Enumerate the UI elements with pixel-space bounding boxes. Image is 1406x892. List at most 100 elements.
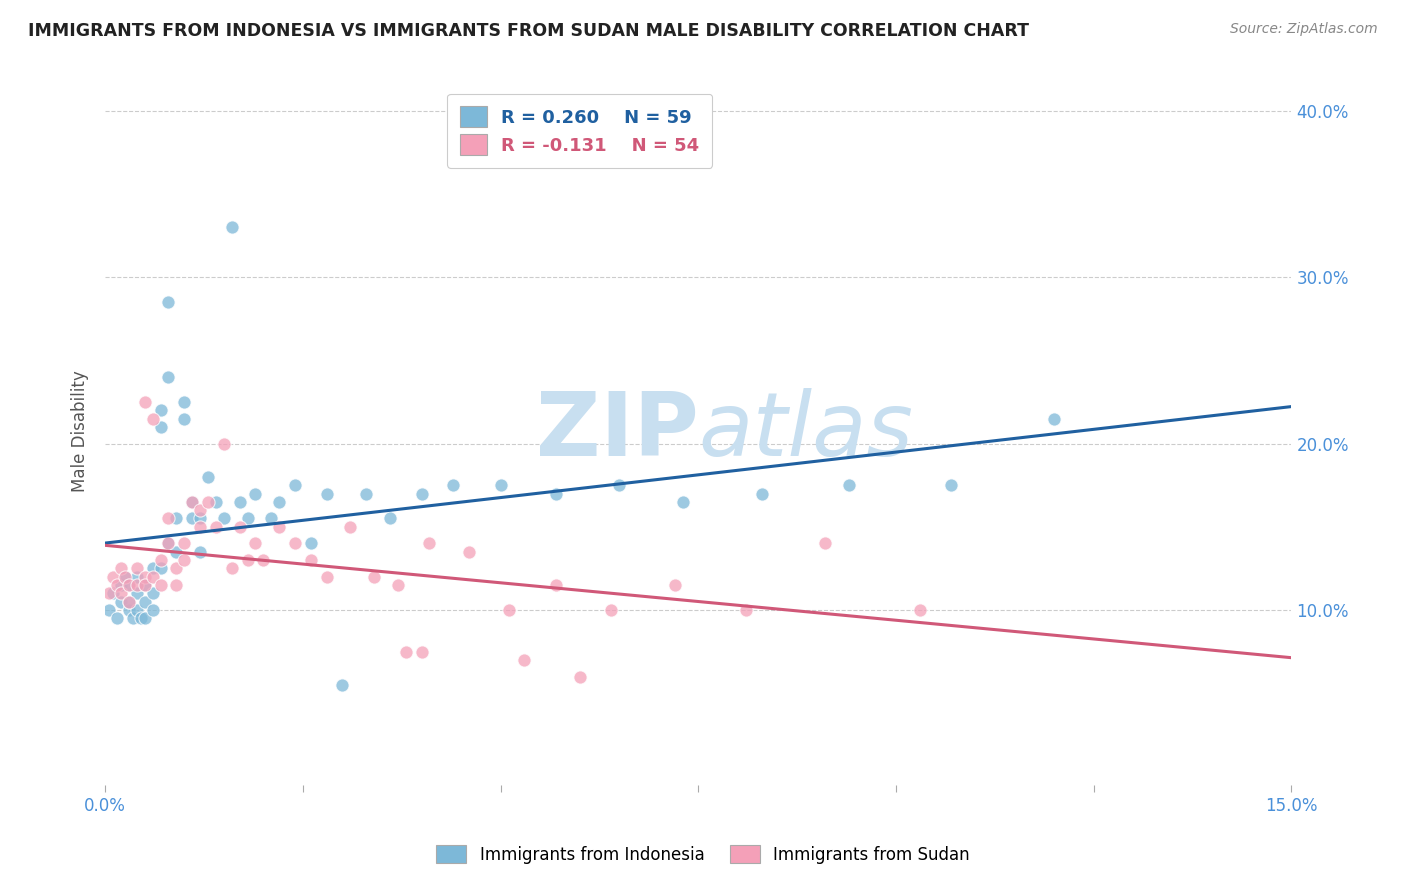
Point [125,578,148,592]
Point [165,511,187,525]
Point [411,645,433,659]
Point [134,578,156,592]
Point [197,495,219,509]
Point [544,486,567,500]
Point [122,611,145,625]
Point [299,536,322,550]
Point [181,511,204,525]
Point [671,495,693,509]
Point [110,595,132,609]
Point [105,578,128,592]
Point [110,578,132,592]
Point [157,536,180,550]
Point [101,570,124,584]
Point [134,570,156,584]
Legend: R = 0.260    N = 59, R = -0.131    N = 54: R = 0.260 N = 59, R = -0.131 N = 54 [447,94,713,168]
Point [269,520,291,534]
Point [236,553,259,567]
Point [105,611,128,625]
Point [315,570,337,584]
Point [1043,411,1066,425]
Point [441,478,464,492]
Point [544,578,567,592]
Point [664,578,686,592]
Text: ZIP: ZIP [536,388,699,475]
Point [118,595,141,609]
Point [173,395,195,409]
Point [188,503,211,517]
Point [98,586,121,600]
Point [157,511,180,525]
Point [332,678,354,692]
Point [228,520,250,534]
Point [173,411,195,425]
Point [118,578,141,592]
Point [118,595,141,609]
Point [165,545,187,559]
Point [513,653,536,667]
Point [157,536,180,550]
Point [142,570,165,584]
Point [101,586,124,600]
Text: IMMIGRANTS FROM INDONESIA VS IMMIGRANTS FROM SUDAN MALE DISABILITY CORRELATION C: IMMIGRANTS FROM INDONESIA VS IMMIGRANTS … [28,22,1029,40]
Point [395,645,418,659]
Point [125,603,148,617]
Y-axis label: Male Disability: Male Disability [72,370,89,492]
Point [212,436,235,450]
Point [838,478,860,492]
Point [188,520,211,534]
Point [284,536,307,550]
Point [197,470,219,484]
Point [118,603,141,617]
Point [165,578,187,592]
Point [418,536,440,550]
Point [315,486,337,500]
Point [245,536,267,550]
Point [941,478,963,492]
Point [458,545,481,559]
Point [299,553,322,567]
Point [734,603,756,617]
Text: Source: ZipAtlas.com: Source: ZipAtlas.com [1230,22,1378,37]
Point [568,669,591,683]
Point [498,603,520,617]
Point [284,478,307,492]
Point [118,578,141,592]
Point [607,478,630,492]
Point [142,586,165,600]
Point [600,603,623,617]
Point [110,586,132,600]
Point [908,603,931,617]
Point [157,295,180,310]
Point [814,536,837,550]
Point [134,595,156,609]
Point [125,570,148,584]
Point [181,495,204,509]
Point [221,220,243,235]
Point [134,395,156,409]
Point [411,486,433,500]
Point [134,578,156,592]
Point [110,561,132,575]
Point [212,511,235,525]
Point [142,561,165,575]
Point [165,561,187,575]
Point [221,561,243,575]
Point [125,586,148,600]
Point [114,570,136,584]
Point [205,495,228,509]
Point [363,570,385,584]
Point [252,553,274,567]
Point [188,511,211,525]
Point [142,603,165,617]
Point [134,611,156,625]
Point [205,520,228,534]
Point [149,561,172,575]
Point [339,520,361,534]
Text: atlas: atlas [699,388,914,474]
Point [260,511,283,525]
Point [751,486,773,500]
Point [387,578,409,592]
Point [489,478,512,492]
Point [181,495,204,509]
